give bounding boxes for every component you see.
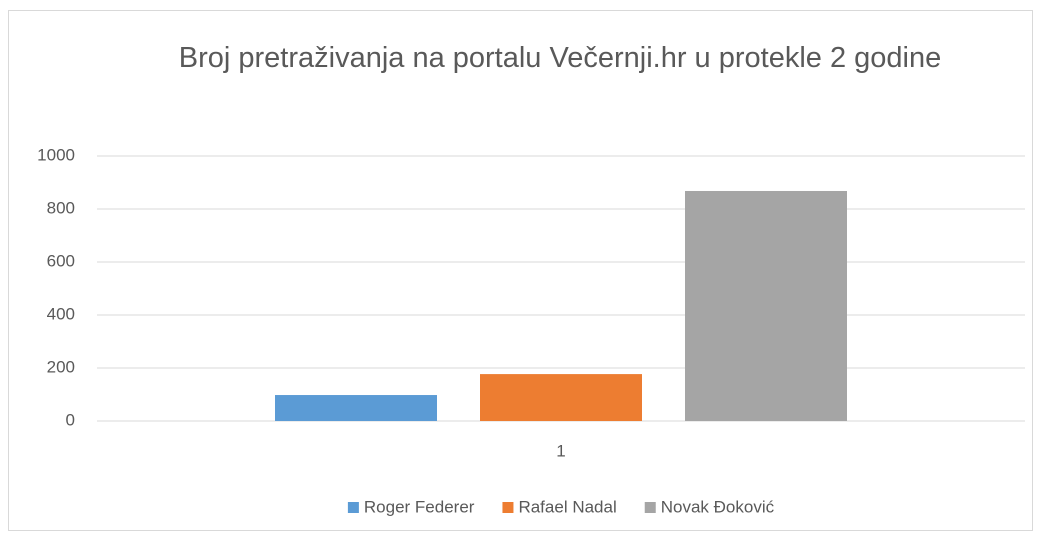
x-tick-label: 1	[556, 441, 565, 460]
y-tick-label: 1000	[37, 145, 75, 164]
bar	[480, 374, 642, 421]
legend-label: Rafael Nadal	[518, 497, 616, 516]
legend-swatch	[644, 502, 656, 513]
y-tick-label: 0	[66, 410, 75, 429]
legend-label: Novak Đoković	[661, 497, 775, 516]
legend-label: Roger Federer	[364, 497, 475, 516]
chart-title: Broj pretraživanja na portalu Večernji.h…	[178, 42, 942, 74]
y-tick-label: 600	[47, 251, 75, 270]
y-tick-label: 800	[47, 198, 75, 217]
bar	[275, 395, 437, 421]
chart-border	[8, 10, 1033, 531]
legend-swatch	[502, 502, 514, 513]
bar	[685, 190, 847, 421]
legend-swatch	[347, 502, 359, 513]
y-tick-label: 400	[47, 304, 75, 323]
y-tick-label: 200	[47, 357, 75, 376]
